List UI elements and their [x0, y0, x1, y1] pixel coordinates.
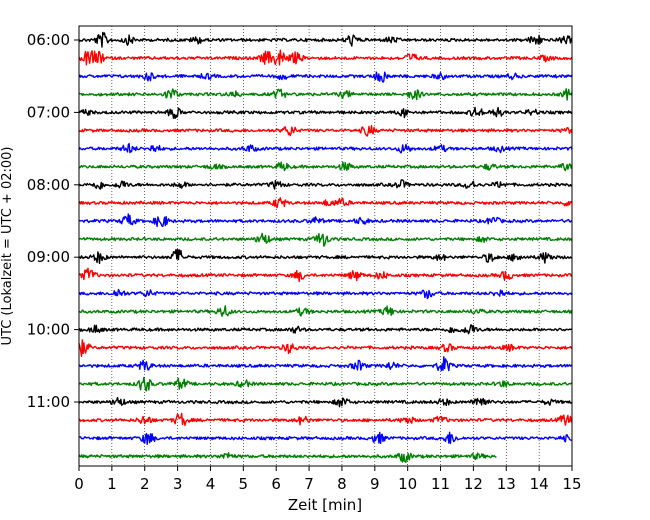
trace-row-20: [78, 396, 573, 408]
trace-row-9: [78, 197, 573, 209]
plot-frame: [78, 25, 573, 467]
x-tick-label: 9: [370, 475, 380, 493]
y-axis-label: UTC (Lokalzeit = UTC + 02:00): [0, 147, 15, 346]
trace-row-12: [78, 248, 573, 264]
x-axis-ticks: 0 1 2 3 4 5 6 7 8 9 10 11 12 13 14 15: [74, 466, 582, 493]
trace-row-14: [78, 288, 573, 300]
trace-row-18: [78, 356, 573, 372]
y-tick-label: 07:00: [27, 103, 70, 121]
trace-row-2: [78, 71, 573, 83]
x-tick-label: 1: [107, 475, 117, 493]
trace-row-16: [79, 324, 573, 335]
x-tick-label: 3: [173, 475, 183, 493]
trace-row-15: [78, 305, 573, 317]
x-tick-label: 12: [464, 475, 483, 493]
x-tick-label: 15: [562, 475, 581, 493]
x-tick-label: 0: [74, 475, 84, 493]
trace-row-5: [78, 124, 573, 137]
x-tick-label: 14: [530, 475, 549, 493]
trace-row-7: [78, 161, 573, 172]
x-tick-label: 7: [304, 475, 314, 493]
trace-row-21: [78, 412, 573, 427]
x-axis-label: Zeit [min]: [288, 496, 362, 514]
trace-row-4: [78, 106, 573, 120]
x-tick-label: 11: [431, 475, 450, 493]
trace-row-11: [78, 232, 573, 247]
x-tick-label: 6: [271, 475, 281, 493]
trace-row-13: [78, 267, 573, 283]
x-tick-label: 13: [497, 475, 516, 493]
y-tick-label: 06:00: [27, 31, 70, 49]
y-tick-label: 08:00: [27, 176, 70, 194]
grid-lines: [111, 26, 540, 466]
trace-row-10: [78, 213, 573, 228]
trace-row-22: [78, 431, 573, 445]
y-axis-ticks: 06:00 07:00 08:00 09:00 10:00 11:00: [27, 31, 79, 411]
trace-row-6: [78, 142, 573, 154]
trace-row-1: [78, 49, 573, 66]
x-tick-label: 4: [206, 475, 216, 493]
y-tick-label: 11:00: [27, 393, 70, 411]
y-tick-label: 09:00: [27, 248, 70, 266]
trace-row-17: [78, 339, 573, 357]
x-tick-label: 2: [140, 475, 150, 493]
seismogram-traces: [78, 31, 573, 463]
x-tick-label: 10: [398, 475, 417, 493]
trace-row-19: [78, 376, 573, 392]
trace-row-0: [78, 31, 573, 48]
y-tick-label: 10:00: [27, 321, 70, 339]
trace-row-8: [78, 178, 572, 190]
trace-row-3: [78, 88, 573, 101]
x-tick-label: 8: [337, 475, 347, 493]
trace-row-23: [78, 452, 497, 463]
x-tick-label: 5: [239, 475, 249, 493]
